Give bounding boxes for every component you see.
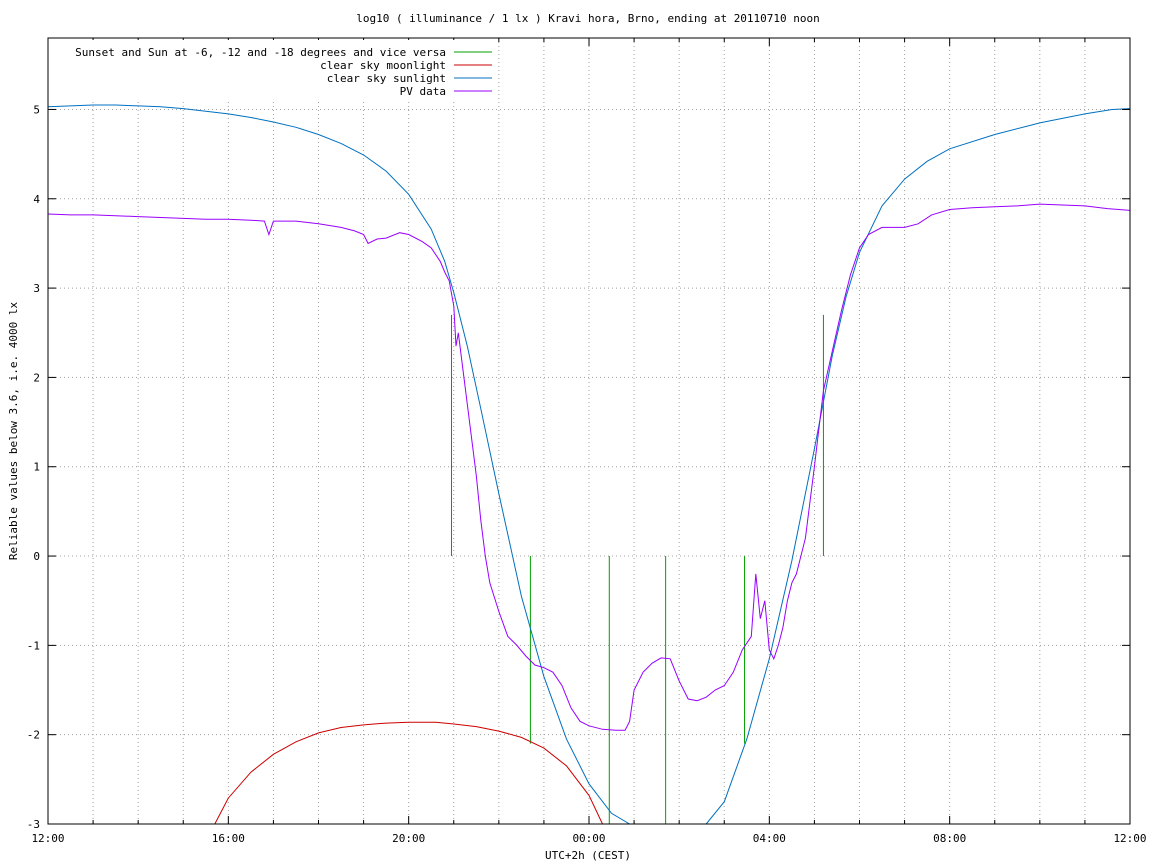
y-axis-label: Reliable values below 3.6, i.e. 4000 lx	[7, 301, 20, 560]
y-tick-label: 1	[33, 461, 40, 474]
x-tick-label: 12:00	[1113, 832, 1146, 845]
series-layer	[47, 104, 1131, 825]
y-tick-label: 0	[33, 550, 40, 563]
x-tick-label: 08:00	[933, 832, 966, 845]
x-tick-label: 16:00	[212, 832, 245, 845]
legend: Sunset and Sun at -6, -12 and -18 degree…	[50, 40, 498, 100]
legend-box	[50, 40, 498, 100]
grid	[48, 38, 1130, 824]
plot-frame	[47, 37, 1131, 825]
y-tick-label: -2	[27, 729, 40, 742]
series-line-2	[47, 104, 1131, 825]
y-tick-label: 4	[33, 193, 40, 206]
y-tick-label: 5	[33, 103, 40, 116]
legend-label: clear sky moonlight	[320, 59, 446, 72]
legend-label: PV data	[400, 85, 446, 98]
x-tick-label: 00:00	[572, 832, 605, 845]
tick-layer: 12:00 16:00 20:00 00:00 04:00 08:00 12:00-3-2-…	[27, 38, 1147, 845]
y-tick-label: -1	[27, 639, 40, 652]
y-tick-label: 2	[33, 371, 40, 384]
series-line-1	[214, 721, 603, 825]
legend-label: Sunset and Sun at -6, -12 and -18 degree…	[75, 46, 446, 59]
series-line-3	[47, 203, 1131, 731]
x-tick-label: 04:00	[753, 832, 786, 845]
y-tick-label: 3	[33, 282, 40, 295]
x-tick-label: 20:00	[392, 832, 425, 845]
legend-label: clear sky sunlight	[327, 72, 446, 85]
x-tick-label: 12:00	[31, 832, 64, 845]
y-tick-label: -3	[27, 818, 40, 831]
x-axis-label: UTC+2h (CEST)	[545, 849, 631, 862]
chart-title: log10 ( illuminance / 1 lx ) Kravi hora,…	[356, 12, 820, 25]
